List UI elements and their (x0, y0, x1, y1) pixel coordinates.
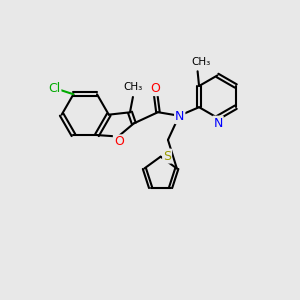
Text: CH₃: CH₃ (123, 82, 142, 92)
Text: N: N (213, 117, 223, 130)
Text: CH₃: CH₃ (191, 57, 211, 67)
Text: O: O (151, 82, 160, 95)
Text: S: S (163, 150, 171, 163)
Text: Cl: Cl (48, 82, 60, 95)
Text: O: O (114, 135, 124, 148)
Text: N: N (175, 110, 184, 123)
